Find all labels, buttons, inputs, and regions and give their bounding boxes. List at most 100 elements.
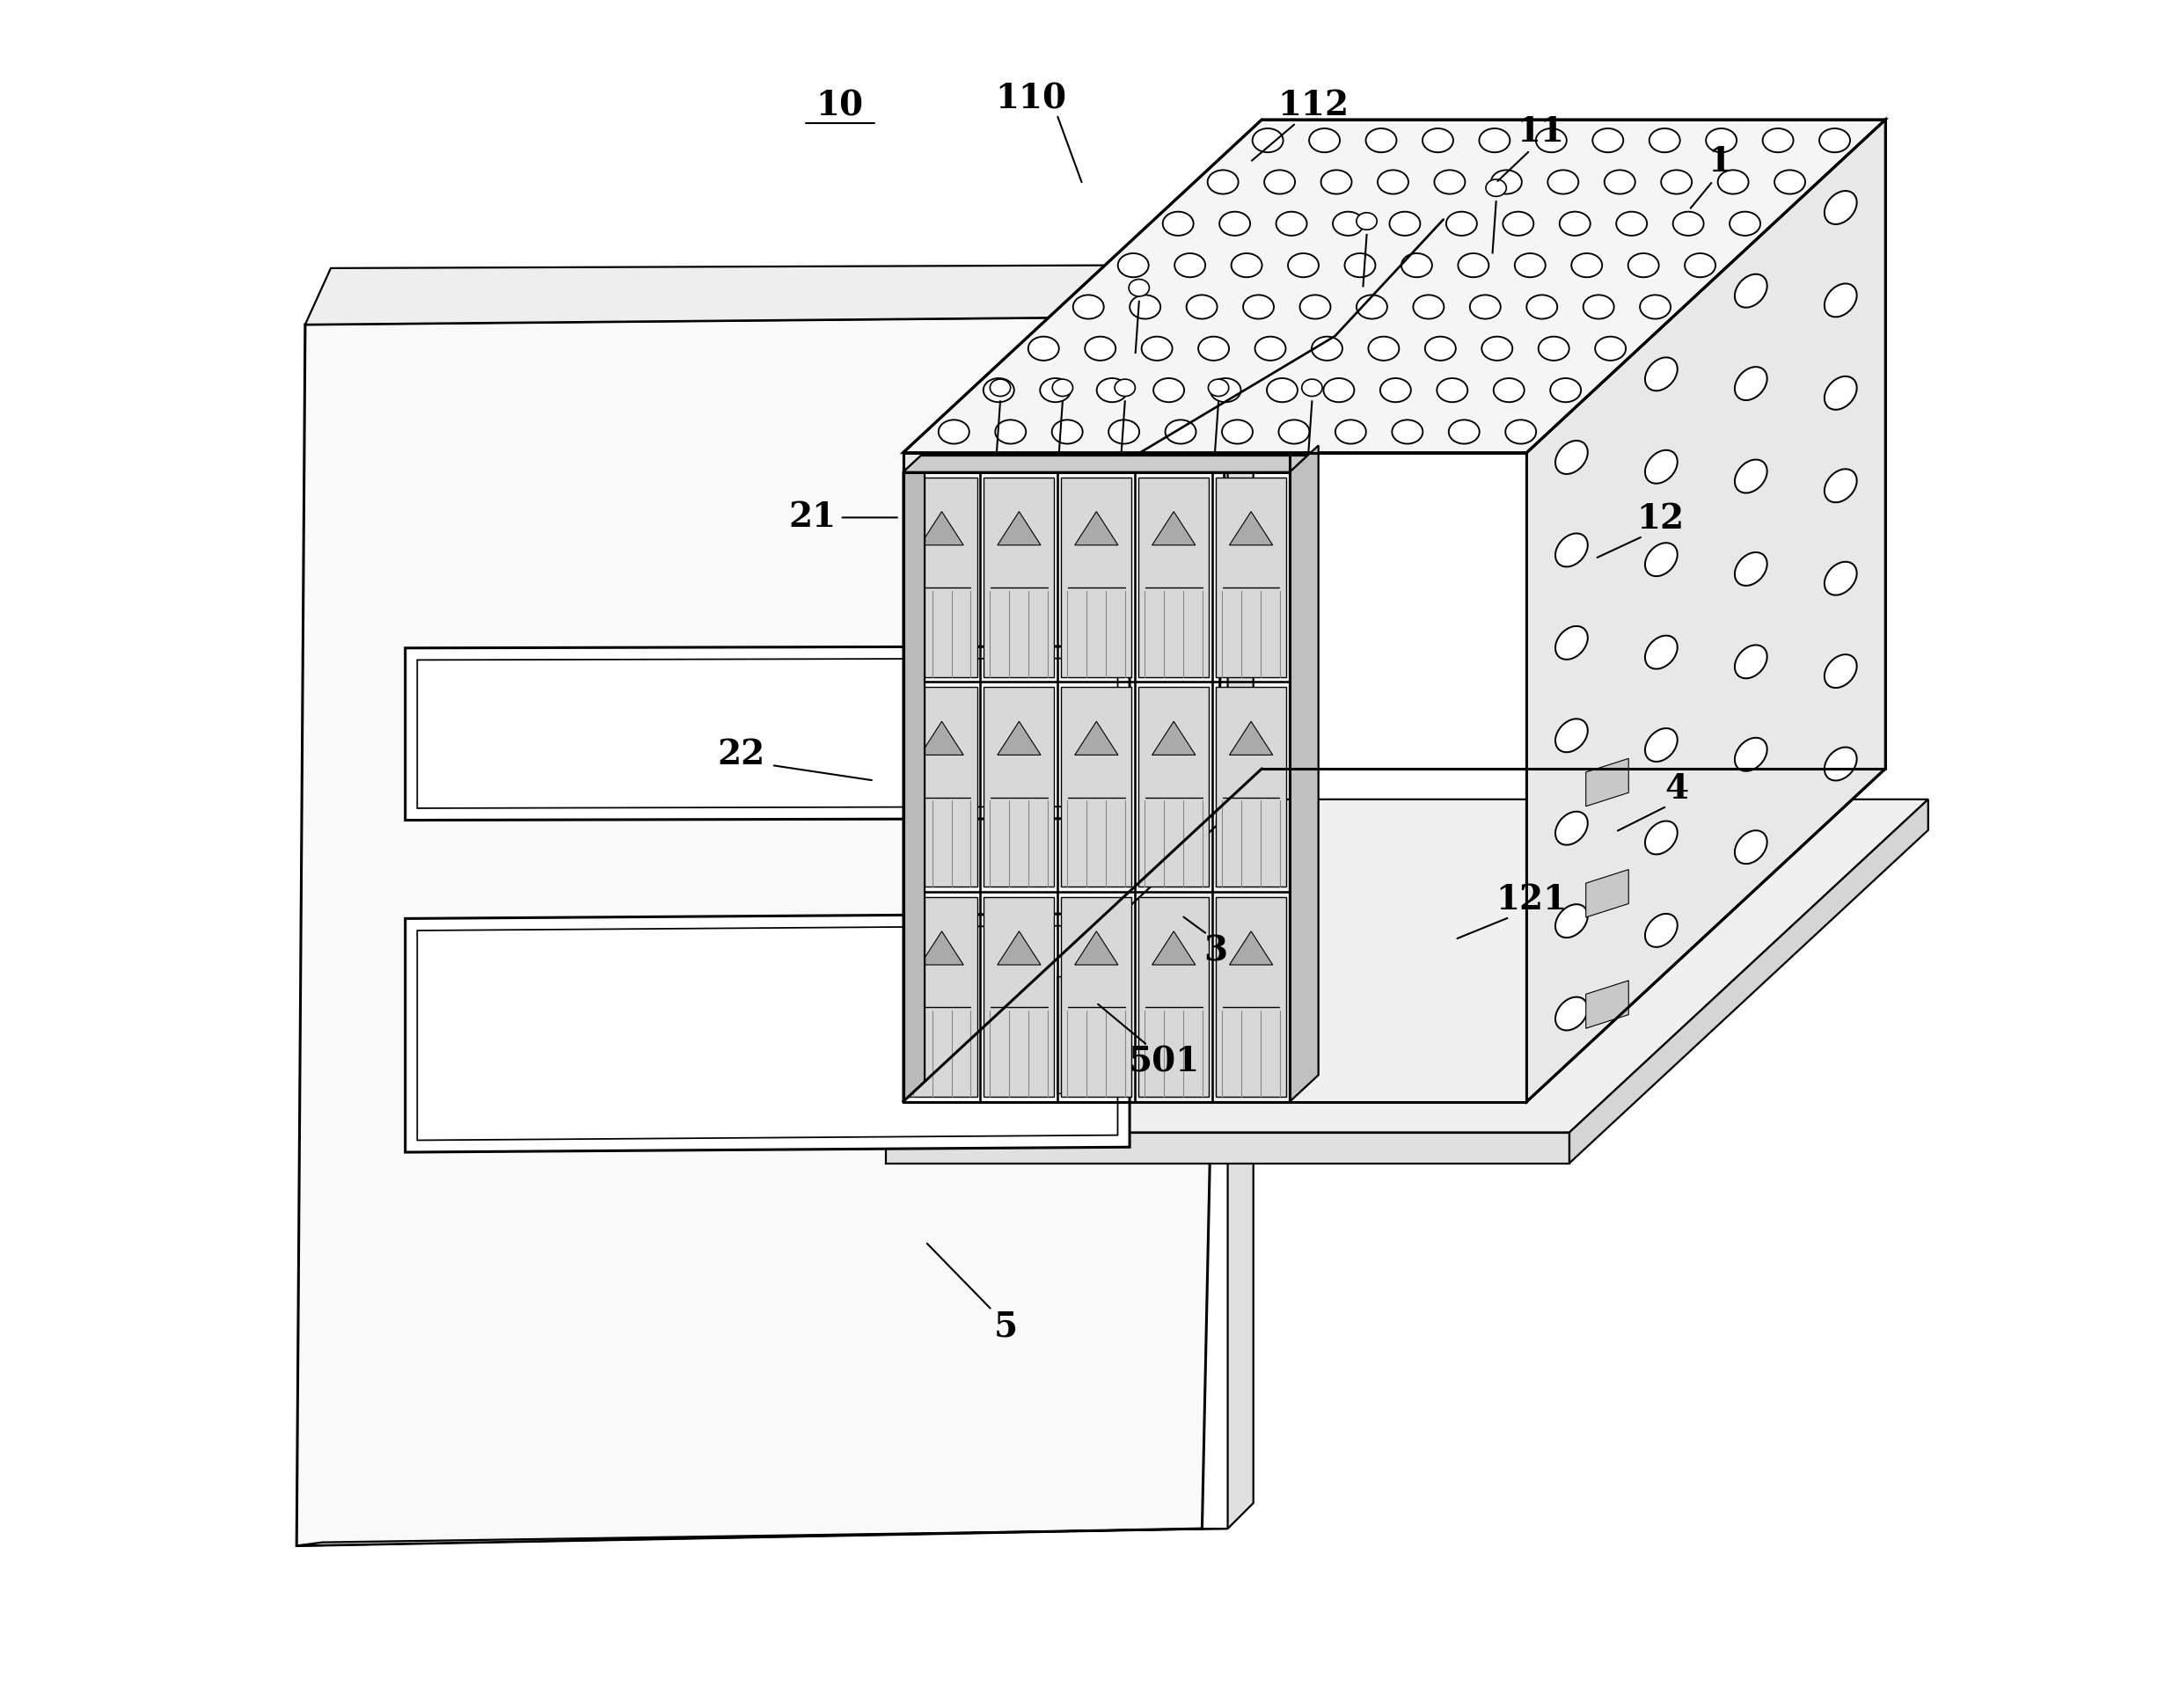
Polygon shape (1074, 721, 1117, 755)
Ellipse shape (1548, 171, 1578, 195)
Ellipse shape (1334, 212, 1364, 236)
Text: 5: 5 (994, 1310, 1018, 1344)
Ellipse shape (1275, 212, 1308, 236)
Ellipse shape (1074, 295, 1104, 319)
Polygon shape (1152, 721, 1195, 755)
Polygon shape (903, 453, 1290, 471)
Polygon shape (1217, 687, 1286, 886)
Text: 121: 121 (1496, 883, 1567, 917)
Polygon shape (1061, 687, 1132, 886)
Polygon shape (998, 511, 1041, 545)
Polygon shape (1217, 897, 1286, 1097)
Polygon shape (1139, 897, 1208, 1097)
Ellipse shape (1825, 654, 1858, 688)
Ellipse shape (1628, 253, 1658, 277)
Ellipse shape (1357, 212, 1377, 229)
Ellipse shape (1645, 543, 1678, 576)
Ellipse shape (1554, 904, 1587, 938)
Polygon shape (920, 931, 963, 965)
Ellipse shape (1117, 253, 1150, 277)
Ellipse shape (1706, 128, 1736, 152)
Ellipse shape (1251, 128, 1284, 152)
Ellipse shape (1366, 128, 1396, 152)
Ellipse shape (1825, 562, 1858, 594)
Polygon shape (305, 265, 1254, 325)
Ellipse shape (1379, 377, 1412, 401)
Ellipse shape (1128, 278, 1150, 297)
Polygon shape (1139, 477, 1208, 676)
Polygon shape (1057, 974, 1108, 1093)
Text: 110: 110 (996, 82, 1067, 116)
Ellipse shape (1645, 914, 1678, 946)
Ellipse shape (1596, 336, 1626, 360)
Ellipse shape (1115, 379, 1134, 396)
Ellipse shape (1730, 212, 1760, 236)
Ellipse shape (1321, 171, 1351, 195)
Ellipse shape (1539, 336, 1570, 360)
Polygon shape (1152, 931, 1195, 965)
Ellipse shape (1775, 171, 1806, 195)
Ellipse shape (1425, 336, 1455, 360)
Polygon shape (1570, 799, 1929, 1163)
Ellipse shape (1368, 336, 1399, 360)
Ellipse shape (1554, 533, 1587, 567)
Polygon shape (1230, 931, 1273, 965)
Ellipse shape (1492, 171, 1522, 195)
Ellipse shape (1052, 379, 1074, 396)
Polygon shape (418, 926, 1117, 1141)
Ellipse shape (1323, 377, 1355, 401)
Polygon shape (983, 897, 1054, 1097)
Ellipse shape (1503, 212, 1533, 236)
Ellipse shape (1210, 377, 1241, 401)
Polygon shape (297, 1529, 1228, 1546)
Ellipse shape (1684, 253, 1715, 277)
Text: 12: 12 (1637, 502, 1684, 536)
Ellipse shape (1208, 379, 1230, 396)
Ellipse shape (1176, 253, 1206, 277)
Ellipse shape (1435, 171, 1466, 195)
Polygon shape (907, 687, 976, 886)
Ellipse shape (1422, 128, 1453, 152)
Ellipse shape (1197, 336, 1230, 360)
Polygon shape (297, 316, 1228, 1546)
Ellipse shape (1479, 128, 1509, 152)
Ellipse shape (1052, 420, 1082, 444)
Polygon shape (903, 120, 1886, 453)
Polygon shape (1139, 687, 1208, 886)
Polygon shape (1074, 511, 1117, 545)
Ellipse shape (983, 377, 1013, 401)
Ellipse shape (1505, 420, 1537, 444)
Polygon shape (1217, 477, 1286, 676)
Ellipse shape (1554, 719, 1587, 752)
Ellipse shape (1288, 253, 1318, 277)
Ellipse shape (1085, 336, 1115, 360)
Ellipse shape (1554, 811, 1587, 845)
Ellipse shape (1734, 459, 1767, 494)
Ellipse shape (1645, 357, 1678, 391)
Polygon shape (907, 477, 976, 676)
Polygon shape (1230, 511, 1273, 545)
Ellipse shape (1208, 171, 1238, 195)
Polygon shape (1587, 758, 1628, 806)
Ellipse shape (1256, 336, 1286, 360)
Ellipse shape (1825, 376, 1858, 410)
Ellipse shape (1301, 379, 1323, 396)
Ellipse shape (1674, 212, 1704, 236)
Ellipse shape (1390, 212, 1420, 236)
Ellipse shape (1186, 295, 1217, 319)
Ellipse shape (1604, 171, 1635, 195)
Ellipse shape (1163, 212, 1193, 236)
Ellipse shape (1734, 367, 1767, 400)
Polygon shape (920, 721, 963, 755)
Ellipse shape (1494, 377, 1524, 401)
Ellipse shape (1481, 336, 1513, 360)
Ellipse shape (1762, 128, 1793, 152)
Ellipse shape (1550, 377, 1580, 401)
Polygon shape (998, 931, 1041, 965)
Polygon shape (1061, 897, 1132, 1097)
Ellipse shape (1470, 295, 1500, 319)
Polygon shape (983, 477, 1054, 676)
Ellipse shape (1650, 128, 1680, 152)
Text: 501: 501 (1128, 1045, 1199, 1079)
Polygon shape (907, 897, 976, 1097)
